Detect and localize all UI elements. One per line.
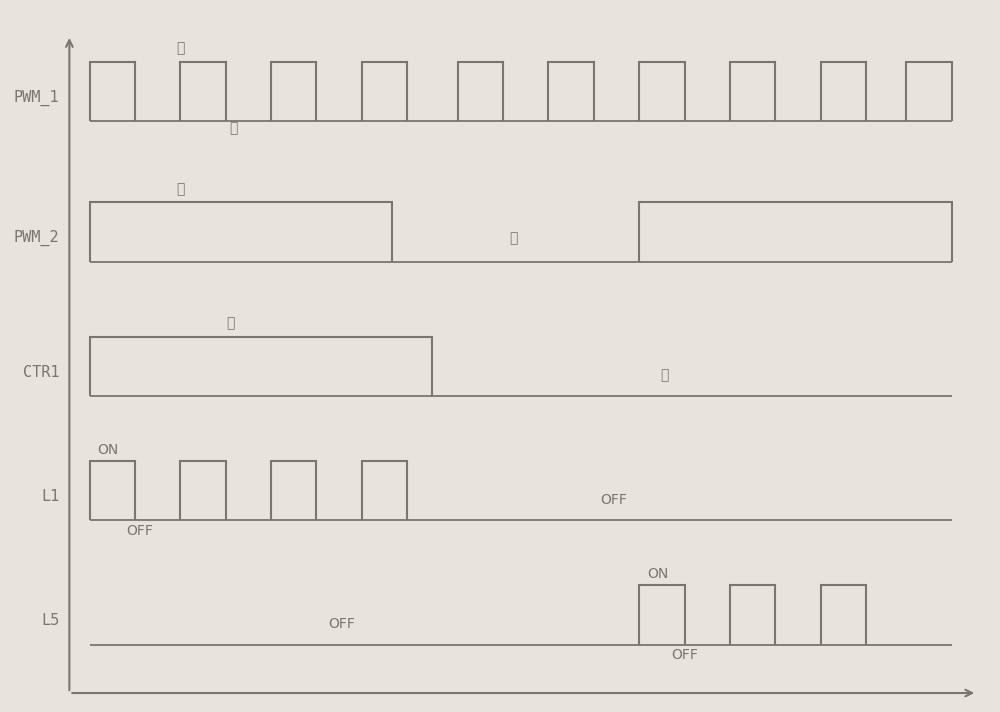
Text: 高: 高: [227, 317, 235, 330]
Text: 低: 低: [660, 369, 669, 382]
Text: ON: ON: [98, 443, 119, 457]
Text: PWM_2: PWM_2: [14, 230, 59, 246]
Text: L5: L5: [41, 613, 59, 628]
Text: OFF: OFF: [127, 524, 153, 538]
Text: 高: 高: [176, 182, 184, 196]
Text: 低: 低: [230, 122, 238, 135]
Text: 高: 高: [176, 41, 184, 56]
Text: L1: L1: [41, 489, 59, 504]
Text: PWM_1: PWM_1: [14, 90, 59, 106]
Text: CTR1: CTR1: [23, 365, 59, 380]
Text: OFF: OFF: [671, 648, 698, 661]
Text: ON: ON: [647, 567, 669, 581]
Text: OFF: OFF: [601, 493, 627, 507]
Text: OFF: OFF: [328, 617, 355, 631]
Text: 低: 低: [509, 231, 517, 245]
